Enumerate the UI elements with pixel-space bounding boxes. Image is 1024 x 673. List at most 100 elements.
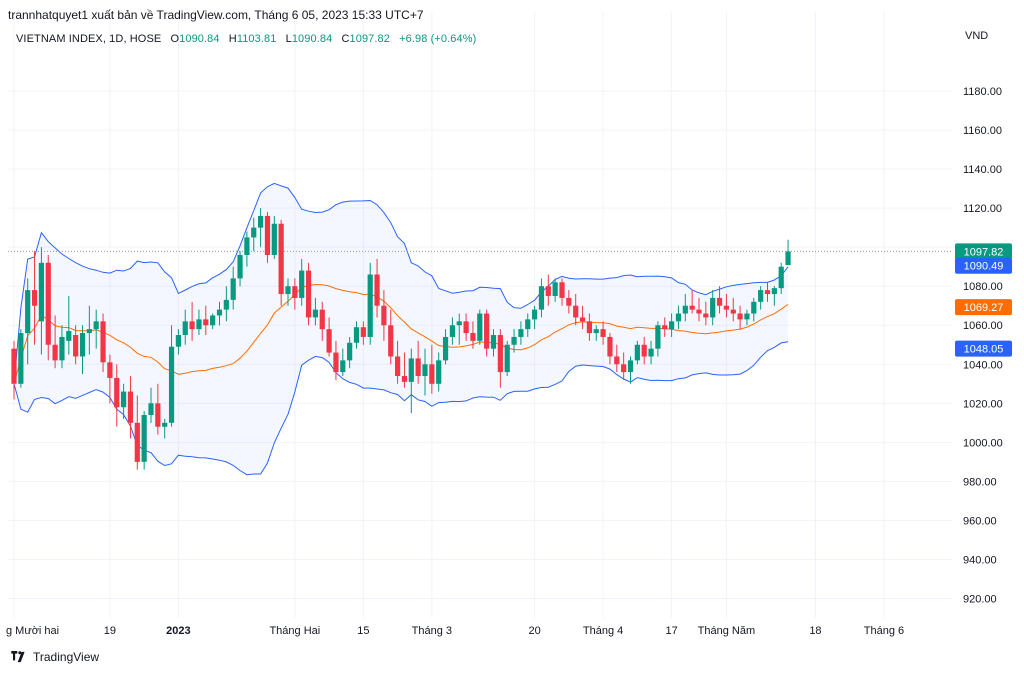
candle: [415, 340, 421, 384]
candle-body: [237, 254, 243, 279]
candle-body: [367, 274, 373, 337]
candle: [641, 336, 647, 365]
candle: [552, 278, 558, 302]
price-label-text: 1090.49: [964, 261, 1004, 273]
candle-body: [511, 336, 517, 345]
candle-body: [244, 237, 250, 255]
candle-body: [251, 227, 257, 238]
candle: [648, 340, 654, 365]
candle-body: [162, 422, 168, 427]
candle-body: [785, 251, 791, 266]
candle-body: [333, 352, 339, 373]
candle-body: [93, 321, 99, 330]
candle-body: [518, 329, 524, 337]
candle: [771, 286, 777, 306]
candle: [504, 340, 510, 376]
currency-label[interactable]: VND: [965, 30, 989, 42]
x-tick-label: Tháng 3: [412, 625, 452, 637]
brand-footer[interactable]: TradingView: [10, 650, 99, 664]
candle: [627, 356, 634, 384]
candle-body: [758, 290, 764, 302]
candle-body: [751, 301, 757, 314]
candle: [216, 301, 223, 326]
candle-body: [278, 223, 284, 295]
open-value: 1090.84: [179, 33, 220, 45]
high-value: 1103.81: [236, 33, 277, 45]
candle: [395, 340, 401, 384]
candle: [634, 340, 640, 365]
candle: [86, 305, 92, 355]
candle-body: [675, 313, 682, 322]
low-label: L: [285, 33, 292, 45]
candle-body: [559, 282, 565, 298]
candle-body: [86, 329, 92, 334]
candle-body: [182, 321, 188, 335]
candle-body: [422, 364, 428, 376]
close-value: 1097.82: [349, 33, 390, 45]
candle: [497, 329, 503, 388]
candle-body: [210, 315, 216, 326]
candle-body: [127, 391, 134, 423]
candle: [477, 309, 483, 345]
candle: [251, 217, 257, 252]
price-label-text: 1097.82: [964, 246, 1004, 258]
candle-body: [114, 377, 120, 408]
grid: [8, 12, 952, 618]
price-label-bg: [955, 257, 1012, 274]
candle-body: [593, 329, 599, 334]
high-label: H: [228, 33, 237, 45]
candle: [703, 301, 709, 326]
candle: [593, 325, 599, 341]
candle-body: [470, 333, 476, 341]
candle-body: [655, 325, 661, 349]
candle: [107, 354, 113, 404]
candles: [11, 208, 791, 470]
candle: [319, 301, 325, 341]
candle-body: [627, 360, 634, 373]
candle-body: [484, 313, 490, 349]
candle: [182, 309, 188, 345]
candle-body: [155, 403, 161, 427]
candle-body: [271, 223, 277, 255]
candle-body: [497, 335, 503, 373]
candle-body: [258, 215, 264, 228]
candle: [189, 301, 195, 341]
candle: [456, 313, 462, 345]
low-value: 1090.84: [291, 33, 333, 45]
candle: [463, 313, 469, 341]
candle: [79, 325, 86, 375]
y-tick-label: 960.00: [963, 515, 997, 527]
candle: [716, 286, 723, 314]
candle-body: [730, 309, 736, 314]
candle-body: [319, 309, 325, 330]
candle: [559, 278, 565, 306]
candle: [518, 321, 524, 345]
candle-body: [456, 321, 462, 326]
price-label-text: 1048.05: [964, 344, 1004, 356]
candle: [73, 325, 79, 365]
candle-body: [340, 360, 346, 373]
symbol-name[interactable]: VIETNAM INDEX, 1D, HOSE: [16, 33, 162, 45]
candle-body: [415, 358, 421, 376]
price-label-bg: [955, 299, 1012, 316]
candle: [490, 329, 497, 357]
candle-body: [723, 305, 729, 310]
candle: [93, 309, 99, 349]
candle: [470, 321, 476, 349]
candle-body: [141, 415, 147, 462]
price-label: 1069.27: [955, 299, 1012, 316]
candle: [203, 305, 209, 335]
candle: [353, 321, 360, 349]
candle: [662, 317, 668, 337]
candle-body: [59, 336, 65, 361]
candle: [573, 294, 579, 326]
candle-body: [31, 290, 38, 306]
candle: [621, 352, 627, 380]
candle: [25, 278, 31, 365]
candle-body: [566, 297, 572, 306]
candle-body: [429, 364, 435, 384]
x-tick-label: 17: [665, 625, 677, 637]
x-tick-label: Tháng 4: [583, 625, 623, 637]
candle-body: [73, 335, 79, 357]
